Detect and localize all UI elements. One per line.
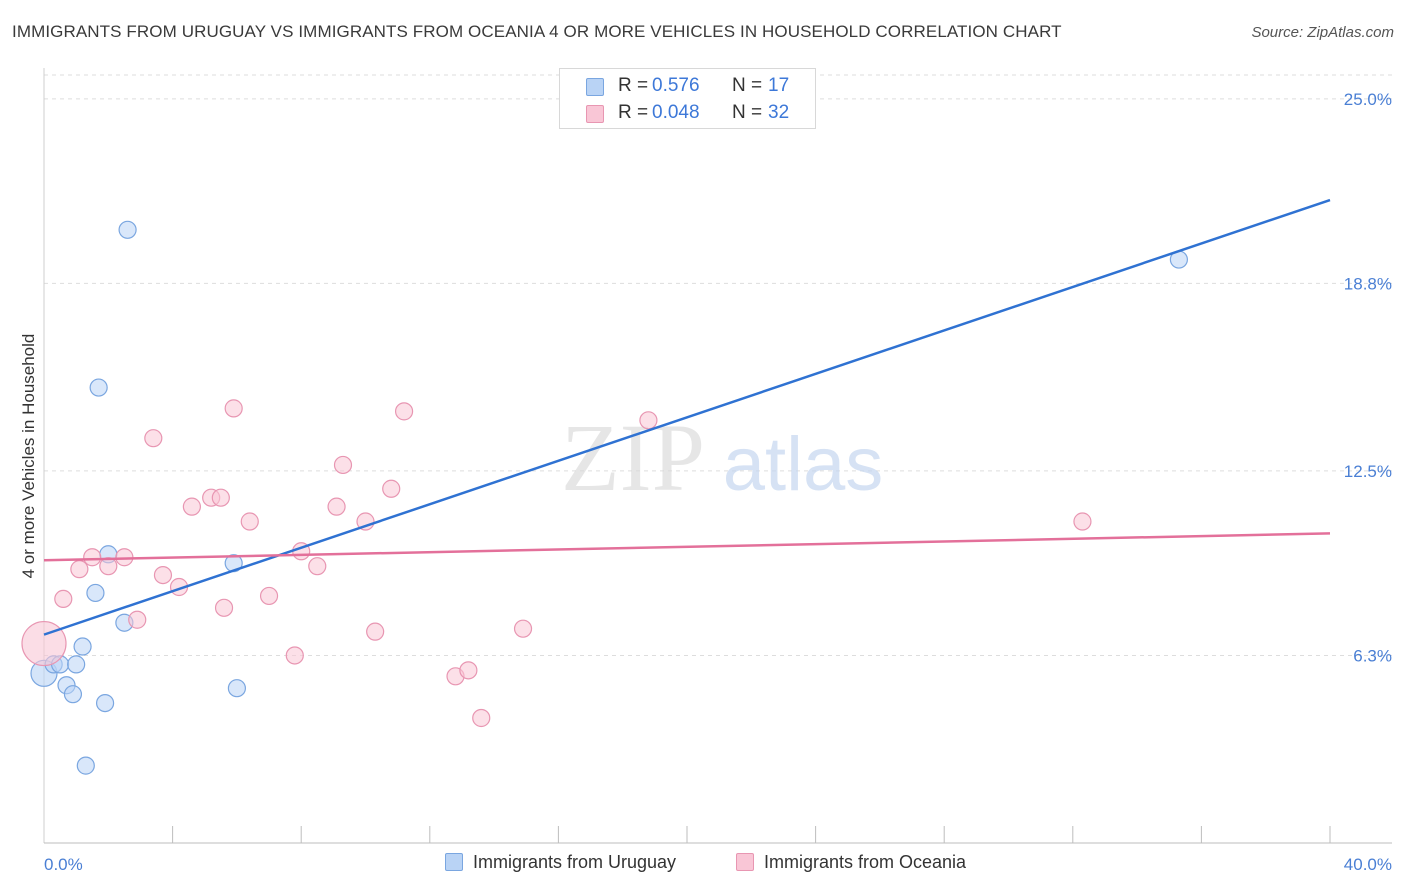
point-uruguay (118, 220, 137, 239)
point-oceania (1073, 512, 1092, 531)
point-oceania (382, 479, 401, 498)
point-oceania (211, 488, 230, 507)
point-oceania (240, 512, 259, 531)
point-oceania (366, 622, 385, 641)
point-oceania (285, 646, 304, 665)
watermark-atlas: atlas (723, 422, 884, 507)
point-oceania (144, 429, 163, 448)
point-uruguay (227, 679, 246, 698)
point-oceania (513, 619, 533, 638)
point-oceania (472, 708, 491, 728)
gridlines (44, 74, 1392, 656)
point-oceania (153, 565, 173, 585)
x-tick-label: 40.0% (1344, 855, 1392, 874)
series-swatch-oceania (736, 853, 754, 871)
legend-r-label: R = (618, 75, 649, 96)
chart-title: IMMIGRANTS FROM URUGUAY VS IMMIGRANTS FR… (12, 22, 1062, 41)
source-credit: Source: ZipAtlas.com (1251, 24, 1394, 41)
tick-labels: 6.3% 12.5% 18.8% 25.0% 0.0% 40.0% (44, 90, 1392, 874)
point-oceania (21, 620, 67, 667)
point-oceania (128, 610, 147, 629)
series-legend-oceania: Immigrants from Oceania (736, 852, 966, 873)
point-oceania (70, 560, 89, 579)
legend-n-value: 17 (768, 75, 790, 96)
point-oceania (259, 586, 279, 606)
point-oceania (333, 455, 353, 475)
point-oceania (224, 399, 243, 418)
point-uruguay (76, 756, 95, 775)
legend-n-label: N = (732, 75, 763, 96)
series-label-uruguay: Immigrants from Uruguay (473, 852, 677, 872)
stats-legend: R = 0.576 N = 17 R = 0.048 N = 32 (559, 68, 816, 129)
y-tick-label: 25.0% (1344, 90, 1392, 109)
point-oceania (459, 661, 478, 680)
point-oceania (83, 548, 102, 567)
point-uruguay (86, 583, 105, 603)
y-tick-label: 18.8% (1344, 274, 1392, 293)
y-tick-label: 6.3% (1353, 646, 1392, 665)
series-legend-uruguay: Immigrants from Uruguay (445, 852, 676, 873)
point-uruguay (67, 655, 86, 674)
trend-line-oceania (43, 532, 1331, 562)
data-points (21, 220, 1188, 775)
point-uruguay (89, 378, 108, 397)
point-oceania (327, 497, 346, 516)
legend-n-label: N = (732, 102, 763, 123)
y-tick-label: 12.5% (1344, 462, 1392, 481)
legend-r-label: R = (618, 102, 649, 123)
legend-swatch-uruguay (586, 78, 604, 96)
watermark: ZIP atlas (561, 404, 883, 511)
watermark-zip: ZIP (561, 404, 705, 511)
series-label-oceania: Immigrants from Oceania (764, 852, 967, 872)
point-oceania (54, 589, 73, 609)
point-uruguay (73, 637, 92, 656)
point-uruguay (95, 693, 115, 713)
point-oceania (394, 402, 414, 421)
point-uruguay (63, 685, 83, 704)
trend-line-uruguay (43, 198, 1331, 636)
legend-r-value: 0.576 (652, 75, 700, 96)
point-oceania (308, 557, 327, 576)
point-oceania (639, 411, 658, 430)
legend-n-value: 32 (768, 102, 790, 123)
axes (43, 68, 1392, 844)
point-oceania (214, 598, 234, 617)
trend-lines (43, 198, 1331, 636)
legend-r-value: 0.048 (652, 102, 700, 123)
point-oceania (182, 497, 201, 516)
legend-swatch-oceania (586, 105, 604, 123)
x-tick-label: 0.0% (44, 855, 83, 874)
series-swatch-uruguay (445, 853, 463, 871)
